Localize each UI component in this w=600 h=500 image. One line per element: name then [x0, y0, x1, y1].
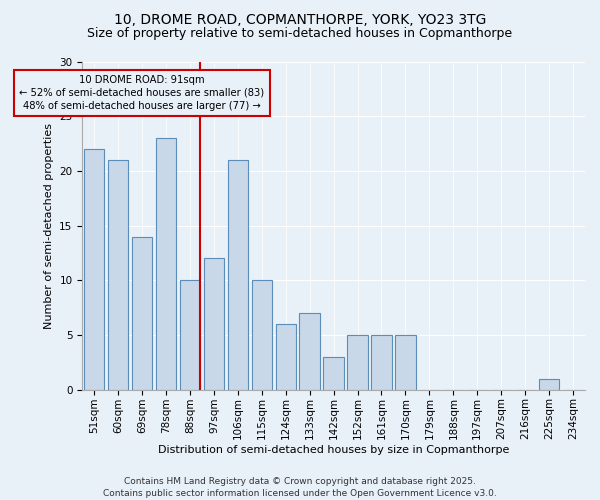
Bar	[251, 280, 272, 390]
Bar	[108, 160, 128, 390]
Bar	[84, 149, 104, 390]
Text: 10, DROME ROAD, COPMANTHORPE, YORK, YO23 3TG: 10, DROME ROAD, COPMANTHORPE, YORK, YO23…	[114, 12, 486, 26]
Bar	[275, 324, 296, 390]
X-axis label: Distribution of semi-detached houses by size in Copmanthorpe: Distribution of semi-detached houses by …	[158, 445, 509, 455]
Text: Contains HM Land Registry data © Crown copyright and database right 2025.
Contai: Contains HM Land Registry data © Crown c…	[103, 476, 497, 498]
Bar	[323, 357, 344, 390]
Bar	[539, 378, 559, 390]
Text: 10 DROME ROAD: 91sqm
← 52% of semi-detached houses are smaller (83)
48% of semi-: 10 DROME ROAD: 91sqm ← 52% of semi-detac…	[19, 74, 265, 111]
Bar	[204, 258, 224, 390]
Bar	[132, 236, 152, 390]
Bar	[156, 138, 176, 390]
Y-axis label: Number of semi-detached properties: Number of semi-detached properties	[44, 122, 53, 328]
Bar	[180, 280, 200, 390]
Bar	[347, 335, 368, 390]
Text: Size of property relative to semi-detached houses in Copmanthorpe: Size of property relative to semi-detach…	[88, 28, 512, 40]
Bar	[299, 313, 320, 390]
Bar	[395, 335, 416, 390]
Bar	[371, 335, 392, 390]
Bar	[227, 160, 248, 390]
